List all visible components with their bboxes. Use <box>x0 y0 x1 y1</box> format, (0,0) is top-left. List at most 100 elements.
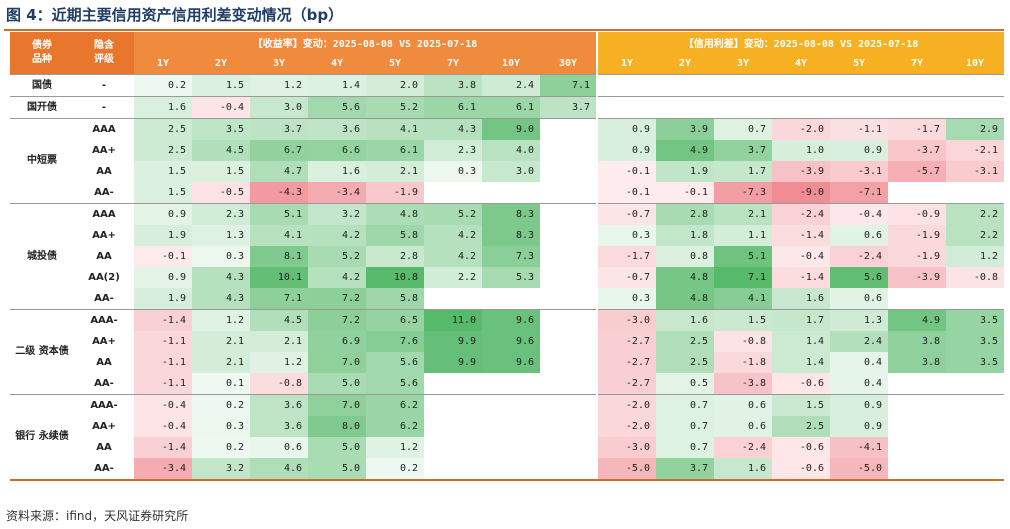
yield-tenor-30y: 30Y <box>540 53 596 75</box>
yield-change-cell: -1.1 <box>134 373 192 395</box>
yield-change-cell: 4.1 <box>366 118 424 140</box>
spread-change-cell <box>598 74 656 97</box>
yield-change-cell: 5.0 <box>308 458 366 480</box>
rating-cell: AA(2) <box>88 272 120 283</box>
yield-change-cell: 7.3 <box>482 246 540 267</box>
rating-cell: AAA- <box>74 394 134 416</box>
spread-change-cell: -7.1 <box>830 182 888 204</box>
yield-change-cell: 8.0 <box>308 416 366 437</box>
yield-change-cell: 3.6 <box>250 416 308 437</box>
yield-change-cell <box>424 288 482 310</box>
yield-change-cell: 8.3 <box>482 225 540 246</box>
yield-change-cell: 2.4 <box>482 74 540 97</box>
yield-change-cell: 0.2 <box>192 394 250 416</box>
spread-change-cell <box>772 74 830 97</box>
spread-change-cell: 0.7 <box>714 118 772 140</box>
yield-change-cell: 2.1 <box>192 352 250 373</box>
spread-change-cell: -1.7 <box>888 118 946 140</box>
yield-change-cell: -1.1 <box>134 352 192 373</box>
spread-change-cell: 1.2 <box>946 246 1004 267</box>
table-row: AA 1.5 1.5 4.7 1.6 2.1 0.3 3.0 -0.1 1.9 1.7 -3.9 -3.… <box>10 161 1004 182</box>
rating-cell: - <box>74 96 134 119</box>
bond-type-cell: 国开债 <box>10 96 74 119</box>
spread-change-cell: 0.5 <box>656 373 714 395</box>
bond-type-cell: 二级 资本债 <box>10 309 74 395</box>
yield-change-cell: 5.0 <box>308 373 366 395</box>
spread-change-cell: 0.9 <box>598 140 656 161</box>
table-row: AA+ -0.4 0.3 3.6 8.0 6.2 -2.0 0.7 0.6 2.5 0.9 <box>10 416 1004 437</box>
yield-change-cell: 2.3 <box>424 140 482 161</box>
spread-change-cell: -2.4 <box>772 203 830 225</box>
yield-change-cell: 1.5 <box>134 182 192 204</box>
bond-type-cell: 银行 永续债 <box>10 394 74 480</box>
yield-change-cell: 5.3 <box>482 267 540 288</box>
yield-change-cell: -1.1 <box>134 331 192 352</box>
yield-change-cell: 8.1 <box>250 246 308 267</box>
yield-change-cell: 3.8 <box>424 74 482 97</box>
yield-change-cell: 5.6 <box>366 373 424 395</box>
rating-cell: AAA <box>74 203 134 225</box>
yield-change-cell: 6.1 <box>482 96 540 119</box>
yield-change-cell: -0.4 <box>134 416 192 437</box>
yield-change-cell: 7.6 <box>366 331 424 352</box>
yield-change-cell <box>540 373 596 395</box>
spread-change-cell: 1.4 <box>772 352 830 373</box>
table-row: AA- -3.4 3.2 4.6 5.0 0.2 -5.0 3.7 1.6 -0.6 -5.0 <box>10 458 1004 480</box>
spread-change-cell: 1.7 <box>772 309 830 331</box>
yield-change-cell: 0.1 <box>192 373 250 395</box>
spread-change-cell: 1.6 <box>656 309 714 331</box>
spread-change-cell: -1.7 <box>598 246 656 267</box>
spread-change-cell: 0.4 <box>830 352 888 373</box>
spread-change-cell <box>888 373 946 395</box>
rating-cell: AA- <box>94 187 114 198</box>
yield-change-cell: 7.2 <box>308 309 366 331</box>
yield-change-cell: 4.2 <box>308 267 366 288</box>
spread-change-cell: -5.0 <box>598 458 656 480</box>
rating-cell: AA+ <box>92 145 116 156</box>
yield-change-cell: 4.7 <box>250 161 308 182</box>
rating-cell: AA- <box>94 293 114 304</box>
yield-change-cell: 0.2 <box>192 437 250 458</box>
yield-change-cell <box>424 182 482 204</box>
yield-change-cell: 3.0 <box>482 161 540 182</box>
yield-change-cell <box>424 394 482 416</box>
yield-change-cell <box>540 140 596 161</box>
spread-change-cell: 2.8 <box>656 203 714 225</box>
figure-title: 图 4：近期主要信用资产信用利差变动情况（bp） <box>6 6 344 24</box>
yield-change-cell: 4.3 <box>424 118 482 140</box>
yield-change-cell: 6.5 <box>366 309 424 331</box>
yield-change-cell: 4.2 <box>424 225 482 246</box>
spread-change-cell <box>888 416 946 437</box>
spread-change-cell <box>830 96 888 119</box>
yield-change-cell: 6.7 <box>250 140 308 161</box>
yield-change-cell: 6.2 <box>366 394 424 416</box>
spread-change-cell: -2.7 <box>598 352 656 373</box>
yield-change-cell: 2.5 <box>134 118 192 140</box>
spread-change-cell <box>772 96 830 119</box>
spread-change-cell: -3.7 <box>888 140 946 161</box>
yield-tenor-4y: 4Y <box>308 53 366 75</box>
spread-change-cell: 2.5 <box>656 331 714 352</box>
spread-change-cell: -1.4 <box>772 267 830 288</box>
spread-change-cell: 1.6 <box>714 458 772 480</box>
spread-change-cell: 3.5 <box>946 309 1004 331</box>
spread-change-cell: -1.8 <box>714 352 772 373</box>
yield-change-cell: 4.3 <box>192 267 250 288</box>
spread-change-cell: 0.7 <box>656 394 714 416</box>
yield-change-cell: -1.4 <box>134 437 192 458</box>
table-row: 银行 永续债 AAA- -0.4 0.2 3.6 7.0 6.2 -2.0 0.7 0.6 1.5 0… <box>10 394 1004 480</box>
yield-change-cell: -0.4 <box>134 394 192 416</box>
spread-change-cell <box>946 373 1004 395</box>
spread-tenor-7y: 7Y <box>888 53 946 75</box>
spread-change-cell: 2.1 <box>714 203 772 225</box>
yield-change-cell: 0.2 <box>366 458 424 480</box>
yield-change-cell: 4.5 <box>250 309 308 331</box>
spread-change-cell <box>714 74 772 97</box>
yield-change-cell: 1.2 <box>192 309 250 331</box>
spread-change-cell: -0.8 <box>714 331 772 352</box>
yield-change-cell: 6.9 <box>308 331 366 352</box>
yield-change-cell: 3.7 <box>540 96 596 119</box>
spread-change-cell: 0.7 <box>656 437 714 458</box>
yield-change-cell <box>540 437 596 458</box>
rating-cell: AA <box>96 166 112 177</box>
